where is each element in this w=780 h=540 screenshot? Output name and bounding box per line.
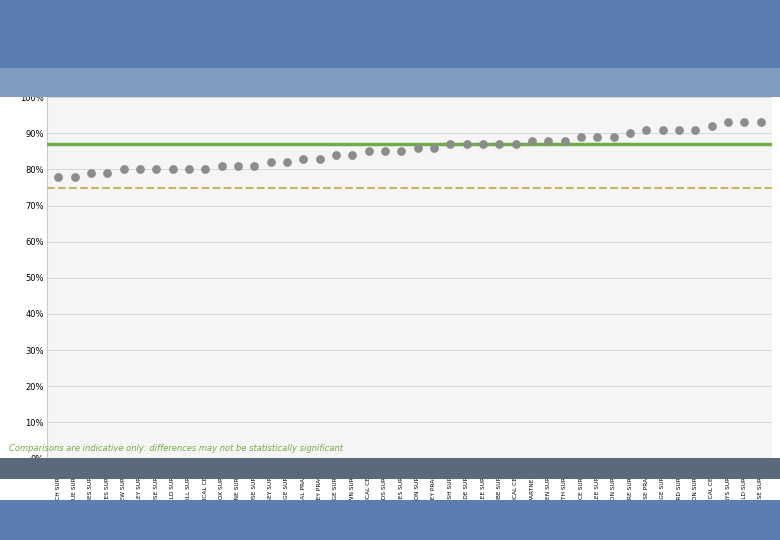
Point — [411, 144, 424, 152]
Point — [52, 172, 65, 181]
Point — [314, 154, 326, 163]
Point — [363, 147, 375, 156]
Text: ipsos: ipsos — [711, 515, 739, 525]
Text: how the CCG’s practices compare: how the CCG’s practices compare — [12, 46, 351, 64]
Point — [722, 118, 734, 127]
Point — [297, 154, 310, 163]
Point — [69, 172, 81, 181]
Point — [101, 168, 114, 177]
Legend: Practices, CCO, National: Practices, CCO, National — [620, 78, 768, 93]
Point — [346, 151, 359, 159]
Point — [199, 165, 211, 174]
FancyBboxPatch shape — [690, 505, 760, 534]
Point — [166, 165, 179, 174]
Point — [690, 125, 702, 134]
Text: Base: All who tried to make an appointment since being registered: National (879: Base: All who tried to make an appointme… — [9, 464, 565, 473]
Point — [624, 129, 636, 138]
Point — [379, 147, 392, 156]
Point — [558, 136, 571, 145]
Point — [705, 122, 718, 131]
Point — [608, 133, 620, 141]
Point — [640, 125, 653, 134]
Text: Comparisons are indicative only: differences may not be statistically significan: Comparisons are indicative only: differe… — [9, 444, 343, 453]
Point — [85, 168, 98, 177]
Point — [150, 165, 162, 174]
Text: Q17. Were you satisfied with the type of appointment (or appointments) you were : Q17. Were you satisfied with the type of… — [12, 77, 486, 87]
Point — [526, 136, 538, 145]
Text: Ipsos MORI
Social Research Institute
© Ipsos MORI    19-071809-01 | Version 1 | : Ipsos MORI Social Research Institute © I… — [9, 518, 183, 540]
Point — [427, 144, 440, 152]
Point — [395, 147, 408, 156]
Point — [232, 161, 244, 170]
Point — [281, 158, 293, 166]
Point — [215, 161, 228, 170]
Point — [657, 125, 669, 134]
Point — [133, 165, 146, 174]
Point — [248, 161, 261, 170]
Point — [673, 125, 686, 134]
Point — [264, 158, 277, 166]
Point — [575, 133, 587, 141]
Point — [460, 140, 473, 149]
Point — [754, 118, 767, 127]
Point — [542, 136, 555, 145]
Point — [444, 140, 456, 149]
Point — [493, 140, 505, 149]
Point — [591, 133, 604, 141]
Point — [117, 165, 129, 174]
Point — [738, 118, 750, 127]
Point — [183, 165, 195, 174]
Point — [330, 151, 342, 159]
Text: 38: 38 — [381, 513, 399, 526]
Text: Satisfaction with appointment offered:: Satisfaction with appointment offered: — [12, 19, 406, 37]
Point — [477, 140, 489, 149]
Text: Percentage of patients saying ‘yes’ they were satisfied with the appointment off: Percentage of patients saying ‘yes’ they… — [47, 81, 371, 90]
Point — [509, 140, 522, 149]
